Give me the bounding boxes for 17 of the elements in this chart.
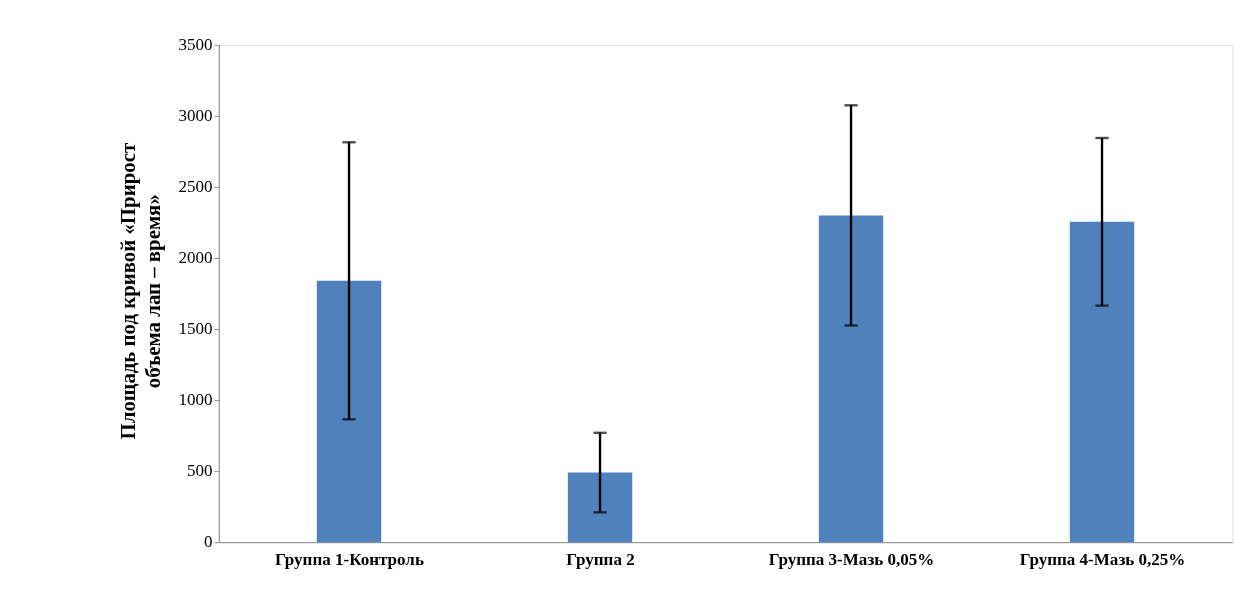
bar — [1069, 221, 1135, 543]
x-tick-label: Группа 4-Мазь 0,25% — [1019, 550, 1186, 570]
y-tick-label: 2500 — [178, 177, 213, 197]
x-tick-label: Группа 1-Контроль — [275, 550, 424, 570]
y-tick-label: 2000 — [178, 248, 213, 268]
y-tick-label: 500 — [187, 461, 213, 481]
bar — [818, 215, 884, 543]
bar — [316, 280, 382, 543]
y-tick-label: 1500 — [178, 319, 213, 339]
y-axis-title: Площадь под кривой «Прирост объема лап – время» — [116, 142, 166, 440]
x-tick-label: Группа 2 — [566, 550, 635, 570]
x-tick-label: Группа 3-Мазь 0,05% — [768, 550, 935, 570]
bar — [567, 472, 633, 543]
y-tick-label: 0 — [204, 532, 213, 552]
y-tick-label: 1000 — [178, 390, 213, 410]
y-tick-label: 3000 — [178, 106, 213, 126]
y-tick-label: 3500 — [178, 35, 213, 55]
